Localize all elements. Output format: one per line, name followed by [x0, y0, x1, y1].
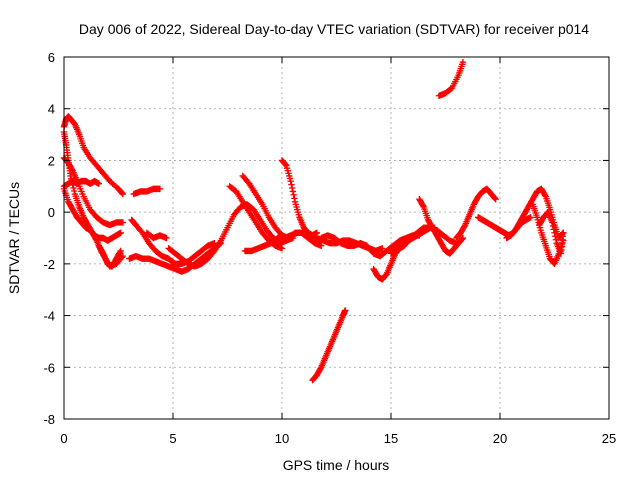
data-point	[119, 190, 127, 198]
data-point	[70, 187, 78, 195]
data-point	[527, 214, 534, 221]
data-point	[118, 189, 126, 197]
data-point	[342, 307, 349, 314]
series-arc-t	[416, 196, 467, 257]
data-point	[67, 172, 74, 180]
data-point	[117, 229, 124, 237]
y-tick-label: -4	[43, 309, 55, 324]
data-point	[459, 235, 466, 243]
data-point	[288, 181, 295, 188]
series-arc-o	[278, 157, 321, 239]
data-point	[99, 249, 106, 256]
x-tick-label: 25	[602, 431, 616, 446]
y-tick-label: -2	[43, 257, 55, 272]
series-arc-g	[130, 185, 164, 198]
x-tick-labels: 0 5 10 15 20 25	[60, 431, 616, 446]
data-point	[459, 58, 467, 66]
data-point	[163, 234, 170, 242]
plot-frame	[63, 56, 610, 420]
y-tick-label: 6	[48, 50, 55, 65]
series-arc-v	[453, 185, 499, 242]
y-tick-label: 4	[48, 102, 55, 117]
y-axis-label: SDTVAR / TECUs	[6, 182, 22, 294]
x-tick-label: 5	[169, 431, 176, 446]
data-point	[289, 188, 297, 195]
data-point	[119, 219, 127, 226]
series-arc-d	[60, 177, 103, 190]
data-point	[95, 180, 103, 187]
data-point	[291, 195, 298, 202]
data-point	[379, 245, 386, 252]
data-point	[156, 185, 164, 193]
data-point	[551, 229, 558, 237]
y-tick-labels: -8 -6 -4 -2 0 2 4 6	[43, 50, 55, 427]
data-point	[287, 177, 294, 185]
data-point	[492, 196, 499, 203]
data-point	[117, 247, 124, 255]
x-tick-label: 15	[384, 431, 398, 446]
data-point	[549, 219, 556, 226]
series-arc-e	[60, 185, 124, 244]
data-points	[60, 58, 567, 384]
data-point	[552, 233, 559, 240]
series-arc-x	[503, 185, 567, 242]
x-tick-label: 20	[493, 431, 507, 446]
data-point	[419, 202, 427, 209]
data-point	[461, 223, 468, 230]
chart-title: Day 006 of 2022, Sidereal Day-to-day VTE…	[79, 21, 589, 37]
y-tick-label: -6	[43, 360, 55, 375]
x-axis-label: GPS time / hours	[283, 457, 390, 473]
data-point	[313, 229, 321, 237]
data-point	[550, 226, 557, 233]
series-arc-a	[60, 113, 127, 198]
x-tick-label: 10	[275, 431, 289, 446]
data-point	[290, 191, 297, 199]
data-point	[317, 365, 324, 372]
y-tick-label: -8	[43, 412, 55, 427]
data-point	[552, 236, 560, 243]
y-tick-label: 0	[48, 205, 55, 220]
series-arc-j	[143, 229, 170, 242]
data-point	[288, 184, 296, 192]
data-point	[549, 222, 557, 230]
data-point	[282, 161, 289, 168]
data-point	[459, 234, 467, 242]
y-tick-label: 2	[48, 153, 55, 168]
data-point	[318, 242, 325, 249]
series-arc-p	[309, 307, 349, 384]
series-arc-u	[435, 58, 467, 99]
series-arc-z	[536, 208, 567, 257]
data-point	[278, 245, 286, 252]
data-point	[70, 184, 77, 192]
series-arc-f	[95, 242, 124, 270]
data-point	[491, 195, 499, 202]
x-tick-label: 0	[60, 431, 67, 446]
data-point	[116, 249, 124, 256]
data-point	[541, 192, 549, 199]
series-arc-k	[165, 201, 297, 270]
data-point	[560, 229, 567, 237]
